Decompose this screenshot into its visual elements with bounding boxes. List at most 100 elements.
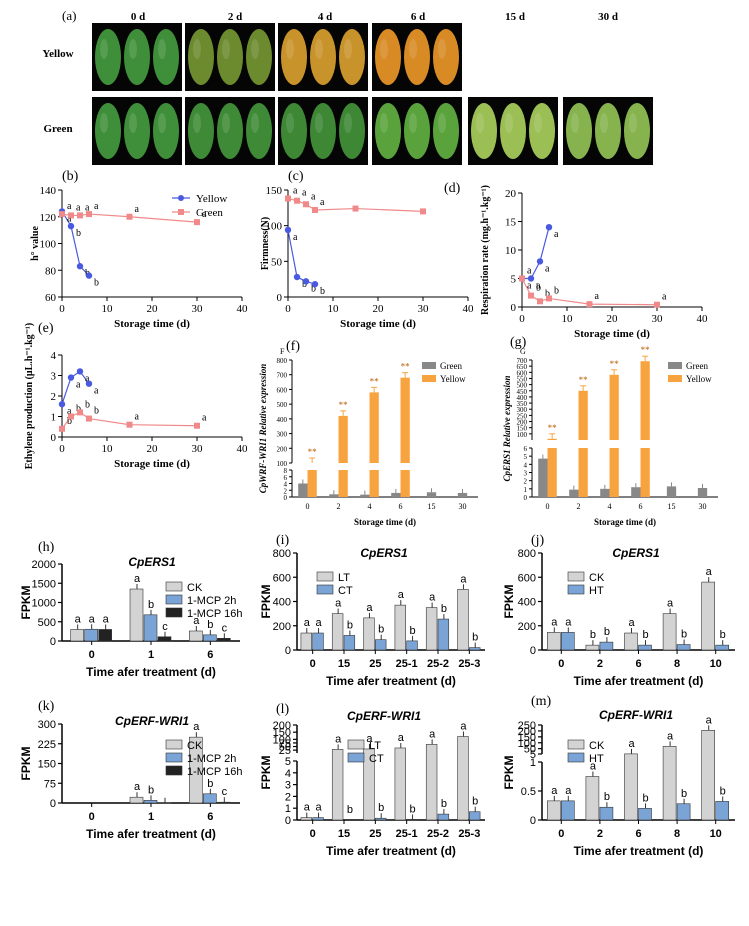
green-d4-fruit: [471, 103, 497, 159]
bar-ck: [662, 746, 677, 821]
day-label-2: 2 d: [228, 11, 242, 23]
y-tick-label: 0: [530, 645, 536, 657]
panel-label: (c): [288, 169, 304, 184]
significance-letter: a: [551, 616, 558, 628]
x-tick-label: 40: [697, 313, 709, 325]
x-axis-label: Time afer treatment (d): [86, 827, 216, 841]
bar-ck: [70, 629, 84, 642]
significance-letter: b: [604, 791, 610, 803]
significance-letter: b: [720, 785, 726, 797]
significance-letter: b: [472, 632, 478, 644]
y-tick-label: 1: [285, 803, 291, 815]
green-d3-fruit-highlight: [409, 113, 417, 133]
x-tick-label: 0: [310, 658, 316, 670]
x-tick-label: 25-2: [427, 828, 449, 840]
x-tick-label: 25: [369, 828, 381, 840]
x-tick-label: 4: [368, 502, 372, 511]
legend-label: 1-MCP 2h: [187, 753, 236, 765]
significance-letter: a: [85, 373, 90, 384]
legend-label: Green: [686, 361, 708, 371]
bar-lt: [394, 604, 406, 651]
legend-label: CK: [589, 572, 605, 584]
yellow-d0-fruit: [95, 29, 121, 85]
green-d0-fruit: [153, 103, 179, 159]
bar-ht: [560, 632, 575, 651]
significance-letter: a: [304, 802, 311, 814]
bar-yellow-upper: [400, 377, 410, 463]
y-tick-label: 0: [50, 636, 56, 648]
bar-lt: [457, 736, 469, 821]
photo-panel: (a) 0 d 2 d 4 d 6 d 15 d 30 d Yellow Gre…: [42, 8, 653, 165]
x-tick-label: 30: [192, 303, 204, 315]
yellow-d2-fruit: [339, 29, 365, 85]
green-d1-fruit: [217, 103, 243, 159]
y-tick-label: 800: [277, 357, 288, 365]
bar-1-mcp-2h: [143, 614, 158, 642]
green-d3-fruit: [375, 103, 401, 159]
bar-ct: [406, 819, 418, 821]
y-tick-label: 5: [285, 756, 291, 768]
y-tick-label: 50: [279, 742, 291, 754]
significance-letter: b: [76, 404, 81, 415]
data-point-yellow: [85, 380, 93, 387]
data-point-yellow: [284, 226, 292, 234]
significance-letter: a: [320, 197, 325, 208]
panel-letter: F: [280, 347, 285, 356]
data-point-green: [194, 219, 200, 226]
significance-letter: c: [222, 786, 228, 798]
significance-letter: b: [545, 288, 550, 299]
data-point-green: [519, 275, 525, 282]
bar-ht: [599, 641, 614, 651]
legend-swatch: [347, 739, 365, 750]
y-tick-label: 200: [273, 621, 291, 633]
bar-ht: [676, 644, 691, 651]
y-tick-label: 1: [524, 486, 528, 494]
legend-swatch: [165, 594, 183, 605]
panel-b: (b) 0 10 20 30 40 60 80 100 120 140 Storage time (d…: [30, 169, 248, 330]
bar-ct: [343, 635, 356, 651]
data-point-yellow: [536, 258, 544, 265]
significance-letter: b: [681, 629, 687, 641]
significance-letter: a: [304, 617, 311, 629]
bar-ht: [599, 806, 614, 821]
data-point-green: [546, 295, 552, 302]
y-tick-label: 200: [517, 419, 528, 427]
significance-letter: b: [347, 619, 353, 631]
y-tick-label: 450: [517, 388, 528, 396]
bar-ct: [312, 632, 324, 651]
y-tick-label: 600: [277, 386, 288, 394]
bar-ck: [189, 630, 203, 642]
y-tick-label: 350: [517, 400, 528, 408]
x-axis-label: Storage time (d): [594, 517, 656, 527]
panel-label: (g): [510, 335, 527, 350]
green-d3-fruit: [404, 103, 430, 159]
x-tick-label: 8: [674, 828, 680, 840]
bar-ct: [375, 639, 387, 651]
significance-letter: b: [302, 279, 307, 290]
significance-letter: a: [94, 201, 99, 212]
bar-yellow-upper: [369, 392, 379, 463]
y-tick-label: 0: [524, 494, 528, 502]
bar-ct: [437, 618, 450, 651]
photo-panel-label: (a): [62, 8, 76, 23]
bar-ht: [715, 644, 730, 651]
y-tick-label: 650: [517, 363, 528, 371]
significance-marker: **: [401, 362, 411, 372]
significance-marker: **: [579, 375, 589, 385]
x-tick-label: 1: [148, 649, 154, 661]
y-tick-label: 5: [511, 274, 517, 286]
green-row-label: Green: [43, 123, 72, 135]
legend-swatch: [316, 584, 334, 595]
x-tick-label: 25-1: [396, 658, 418, 670]
x-tick-label: 25-1: [396, 828, 418, 840]
bar-green: [391, 492, 401, 497]
significance-letter: b: [207, 778, 213, 790]
green-d1-fruit: [246, 103, 272, 159]
x-tick-label: 8: [674, 658, 680, 670]
y-tick-label: 75: [279, 738, 291, 750]
significance-letter: b: [148, 599, 154, 611]
series-line-yellow: [61, 211, 90, 277]
significance-letter: a: [202, 209, 207, 220]
significance-letter: a: [193, 615, 200, 627]
